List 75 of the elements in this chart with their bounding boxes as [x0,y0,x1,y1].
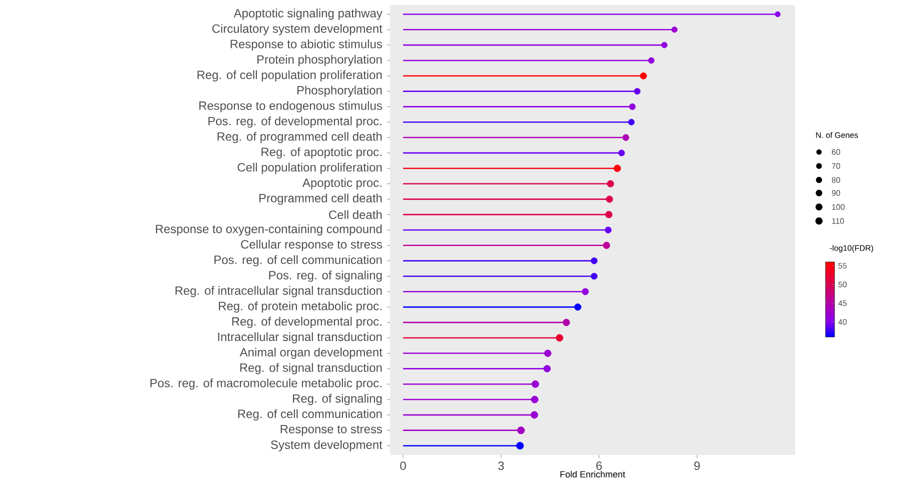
point [517,426,525,434]
y-tick-label: Reg. of programmed cell death [218,132,382,144]
x-axis-title: Fold Enrichment [560,470,626,478]
legend-title: N. of Genes [816,132,858,138]
y-tick-label: Circulatory system development [212,24,382,36]
point [614,164,621,172]
point [671,26,678,33]
y-tick-label: Reg. of cell communication [238,409,382,421]
y-tick-label: Cell population proliferation [238,162,382,174]
y-tick-label: Reg. of intracellular signal transduction [176,286,382,298]
point [605,210,612,218]
y-tick-label: Pos. reg. of signaling [269,270,382,282]
color-bar-label: 40 [838,319,847,325]
y-tick-label: Cell death [329,210,382,219]
point [618,150,625,156]
legend-label: 100 [832,204,845,210]
point [634,88,641,95]
point [661,42,668,48]
y-tick-label: Reg. of developmental proc. [232,316,382,328]
y-tick-label: Response to oxygen-containing compound [156,224,382,236]
y-tick-label: System development [270,440,382,452]
y-tick-label: Reg. of signaling [292,394,382,406]
y-tick-label: Reg. of signal transduction [240,363,382,374]
y-tick-label: Reg. of protein metabolic proc. [218,301,382,313]
point [532,380,540,388]
y-tick-label: Phosphorylation [297,86,382,97]
y-tick-label: Protein phosphorylation [257,54,382,66]
legend-label: 110 [832,218,844,224]
y-tick-label: Pos. reg. of developmental proc. [208,116,382,128]
y-tick-label: Reg. of cell population proliferation [198,70,382,82]
point [530,396,538,404]
y-tick-label: Apoptotic signaling pathway [234,8,382,20]
y-tick-label: Reg. of apoptotic proc. [262,147,382,159]
point [543,365,551,372]
point [629,103,636,110]
y-tick-label: Apoptotic proc. [302,178,382,190]
y-tick-label: Response to abiotic stimulus [230,39,382,51]
point [640,72,647,80]
legend-label: 60 [832,149,840,155]
point [604,226,612,234]
color-bar-label: 45 [838,300,847,306]
point [582,288,589,296]
point [590,257,598,264]
y-tick-label: Response to stress [280,424,382,436]
y-tick-label: Response to endogenous stimulus [199,101,382,112]
point [622,134,630,141]
point [628,118,635,126]
y-tick-label: Pos. reg. of cell communication [214,255,382,266]
point [602,242,610,249]
point [574,303,582,311]
y-tick-label: Intracellular signal transduction [218,332,382,344]
point [590,272,598,280]
legend-label: 90 [832,190,840,196]
color-bar-label: 50 [838,282,847,288]
point [556,334,564,342]
color-bar-label: 55 [838,262,847,269]
y-tick-label: Programmed cell death [259,194,382,205]
color-bar-title: -log10(FDR) [830,244,874,252]
point [606,180,614,188]
point [516,442,524,450]
point [544,350,552,357]
x-tick-label: 9 [694,462,700,470]
point [530,411,538,419]
y-tick-label: Animal organ development [240,348,382,359]
point [648,57,654,64]
point [606,196,614,203]
legend-label: 70 [832,163,840,169]
x-tick-label: 3 [498,462,504,470]
x-tick-label: 6 [596,462,602,470]
x-tick-label: 0 [400,462,406,470]
point [562,318,570,326]
y-tick-label: Cellular response to stress [241,240,382,251]
point [774,11,781,18]
y-tick-label: Pos. reg. of macromolecule metabolic proc. [150,378,382,390]
legend-label: 80 [832,177,840,183]
